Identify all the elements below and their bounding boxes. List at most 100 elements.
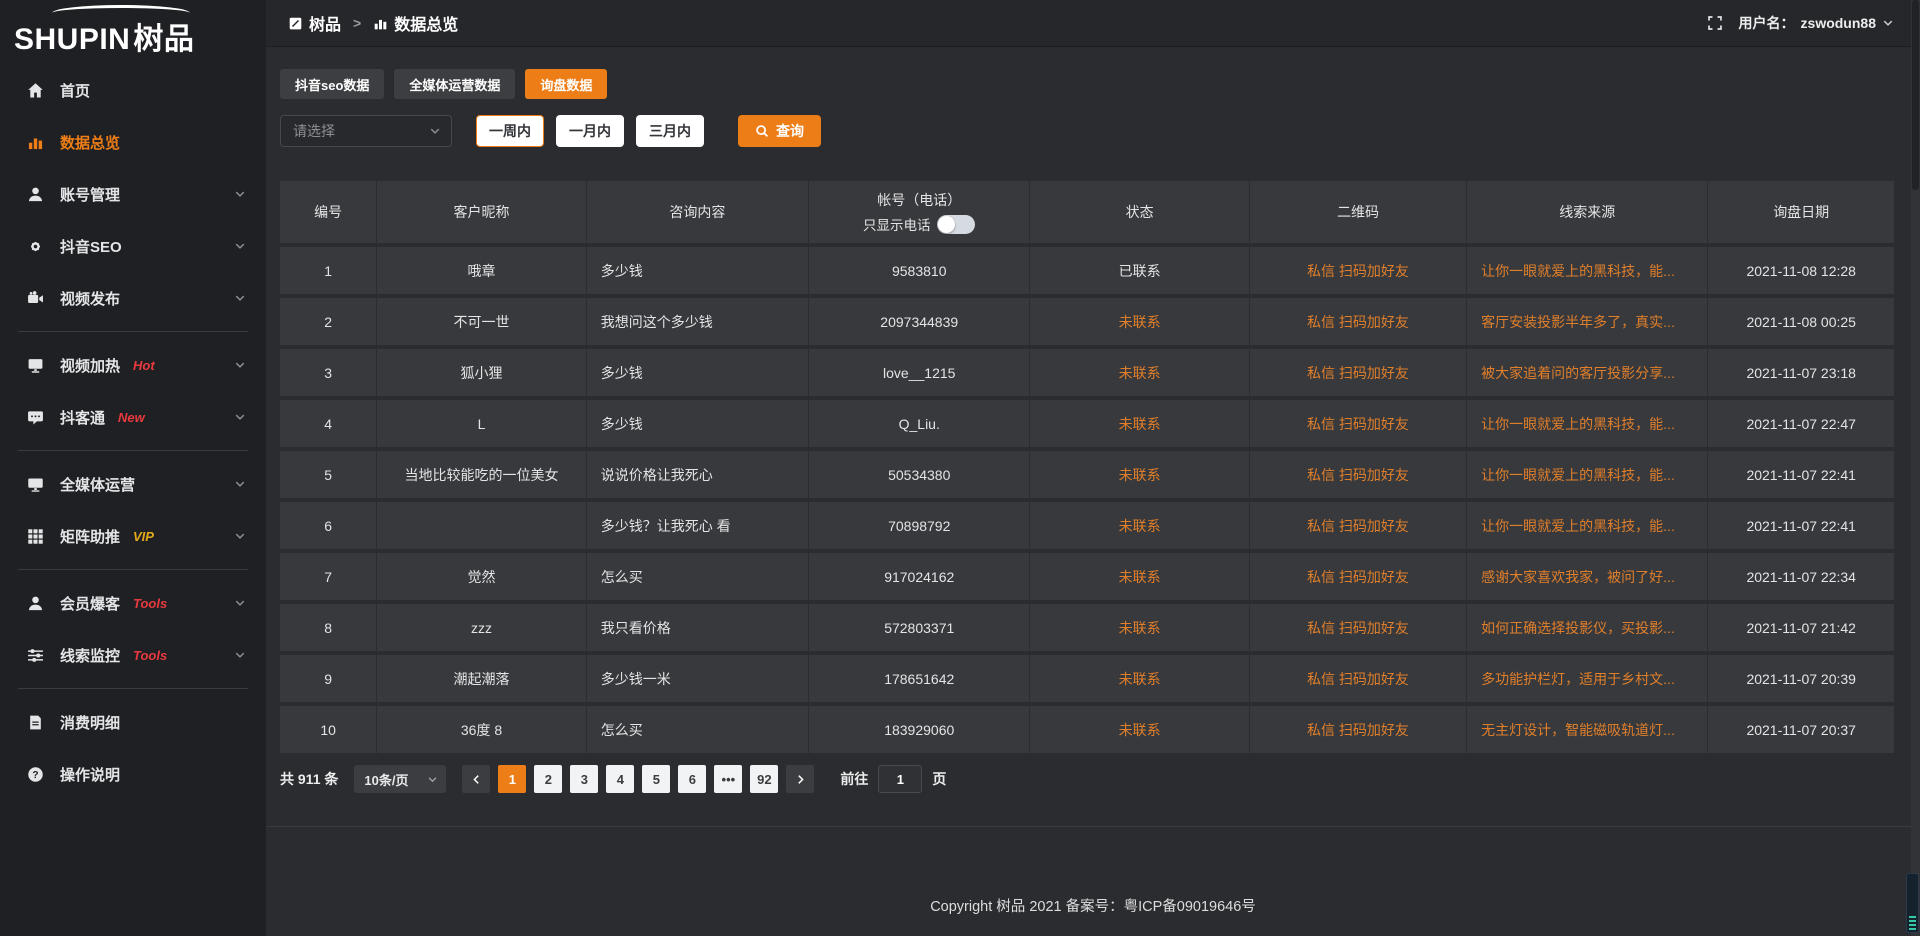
cell-content: 怎么买 [586,553,809,600]
cell-account: 917024162 [809,553,1030,600]
scrollbar-thumb[interactable] [1912,0,1919,190]
sidebar-item-label: 账号管理 [60,186,121,204]
qr-add-friend-link[interactable]: 私信 扫码加好友 [1249,553,1467,600]
grid-icon [27,527,45,545]
tab-1[interactable]: 全媒体运营数据 [394,69,516,99]
lead-source-link[interactable]: 感谢大家喜欢我家，被问了好... [1467,553,1708,600]
page-button-4[interactable]: 4 [606,765,635,793]
qr-add-friend-link[interactable]: 私信 扫码加好友 [1249,451,1467,498]
phone-only-toggle[interactable] [937,214,976,234]
qr-add-friend-link[interactable]: 私信 扫码加好友 [1249,502,1467,549]
cell-status: 未联系 [1030,298,1249,345]
range-button-1[interactable]: 一月内 [556,115,624,147]
qr-add-friend-link[interactable]: 私信 扫码加好友 [1249,604,1467,651]
receipt-icon [27,713,45,731]
lead-source-link[interactable]: 多功能护栏灯，适用于乡村文... [1467,655,1708,702]
page-buttons: 1 2 3 4 5 6 ••• 92 [462,765,815,793]
qr-add-friend-link[interactable]: 私信 扫码加好友 [1249,706,1467,753]
qr-add-friend-link[interactable]: 私信 扫码加好友 [1249,247,1467,294]
cell-nickname: 潮起潮落 [377,655,586,702]
prev-page-button[interactable] [462,765,491,793]
table-row: 5 当地比较能吃的一位美女 说说价格让我死心 50534380 未联系 私信 扫码加好友让… [280,451,1894,498]
sidebar-item-matrix-boost[interactable]: 矩阵助推 VIP [0,510,266,562]
filter-select[interactable]: 请选择 [280,115,452,147]
lead-source-link[interactable]: 让你一眼就爱上的黑科技，能... [1467,451,1708,498]
goto-suffix: 页 [932,771,947,787]
sidebar-item-account-management[interactable]: 账号管理 [0,168,266,220]
phone-toggle-label: 只显示电话 [862,218,931,233]
sidebar-divider [18,569,248,570]
sidebar-item-label: 消费明细 [60,714,121,732]
lead-source-link[interactable]: 让你一眼就爱上的黑科技，能... [1467,502,1708,549]
cell-content: 多少钱 [586,349,809,396]
sidebar-item-video-heat[interactable]: 视频加热 Hot [0,339,266,391]
query-button[interactable]: 查询 [738,115,821,147]
gear-icon [27,237,45,255]
qr-add-friend-link[interactable]: 私信 扫码加好友 [1249,298,1467,345]
goto-page-input[interactable]: 1 [878,765,923,793]
cell-index: 4 [280,400,377,447]
vertical-scrollbar[interactable] [1911,0,1920,936]
qr-add-friend-link[interactable]: 私信 扫码加好友 [1249,655,1467,702]
cell-account: 9583810 [809,247,1030,294]
lead-source-link[interactable]: 如何正确选择投影仪，买投影... [1467,604,1708,651]
sidebar-item-operation-guide[interactable]: ? 操作说明 [0,748,266,800]
cell-content: 多少钱 [586,400,809,447]
cell-account: 572803371 [809,604,1030,651]
date-range-group: 一周内 一月内 三月内 [476,115,716,147]
sidebar-item-douyin-seo[interactable]: 抖音SEO [0,220,266,272]
table-row: 3 狐小狸 多少钱 love__1215 未联系 私信 扫码加好友 被大家追着问的客厅投影分… [280,349,1894,396]
page-button-3[interactable]: 3 [570,765,599,793]
screen-icon [27,356,45,374]
bar-chart-icon [27,133,45,151]
qr-add-friend-link[interactable]: 私信 扫码加好友 [1249,349,1467,396]
cell-nickname: 觉然 [377,553,586,600]
sidebar-item-video-publish[interactable]: 视频发布 [0,272,266,324]
account-column-title: 帐号（电话） [877,192,962,208]
sidebar-item-omni-media[interactable]: 全媒体运营 [0,458,266,510]
page-button-2[interactable]: 2 [534,765,563,793]
sidebar-item-member-burst[interactable]: 会员爆客 Tools [0,577,266,629]
lead-source-link[interactable]: 无主灯设计，智能磁吸轨道灯... [1467,706,1708,753]
sidebar-item-label: 会员爆客 [60,595,121,613]
copyright-text: Copyright 树品 2021 备案号：粤ICP备09019646号 [930,899,1256,915]
lead-source-link[interactable]: 被大家追着问的客厅投影分享... [1467,349,1708,396]
cell-content: 怎么买 [586,706,809,753]
sidebar-item-data-overview[interactable]: 数据总览 [0,116,266,168]
tab-0[interactable]: 抖音seo数据 [280,69,385,99]
page-button-6[interactable]: 6 [678,765,707,793]
pagination-ellipsis[interactable]: ••• [714,765,743,793]
page-button-1[interactable]: 1 [498,765,527,793]
column-header-3: 帐号（电话） 只显示电话 [809,181,1030,243]
breadcrumb-home[interactable]: 树品 [309,17,342,34]
range-button-0[interactable]: 一周内 [476,115,544,147]
table-row: 7 觉然 怎么买 917024162 未联系 私信 扫码加好友 感谢大家喜欢我家，被问了好.… [280,553,1894,600]
tab-2[interactable]: 询盘数据 [525,69,608,99]
table-body: 1 哦章 多少钱 9583810 已联系 私信 扫码加好友 让你一眼就爱上的黑科技，能...… [280,247,1894,753]
qr-add-friend-link[interactable]: 私信 扫码加好友 [1249,400,1467,447]
next-page-button[interactable] [786,765,815,793]
range-button-2[interactable]: 三月内 [636,115,704,147]
user-menu[interactable]: 用户名： zswodun88 [1739,13,1894,33]
lead-source-link[interactable]: 让你一眼就爱上的黑科技，能... [1467,247,1708,294]
page-button-92[interactable]: 92 [750,765,779,793]
page-size-select[interactable]: 10条/页 [354,765,447,793]
chevron-down-icon [234,188,246,200]
cell-index: 10 [280,706,377,753]
sidebar-item-consume-detail[interactable]: 消费明细 [0,696,266,748]
lead-source-link[interactable]: 客厅安装投影半年多了，真实... [1467,298,1708,345]
cell-status: 未联系 [1030,400,1249,447]
sidebar-item-douketong[interactable]: 抖客通 New [0,391,266,443]
lead-source-link[interactable]: 让你一眼就爱上的黑科技，能... [1467,400,1708,447]
page-size-value: 10条/页 [364,772,409,788]
sidebar-item-lead-monitor[interactable]: 线索监控 Tools [0,629,266,681]
pagination-total: 共 911 条 [280,771,339,787]
sidebar-item-label: 首页 [60,82,91,100]
floating-widget[interactable] [1906,873,1919,933]
sidebar-item-home[interactable]: 首页 [0,64,266,116]
fullscreen-icon[interactable] [1707,15,1723,31]
sidebar-divider [18,688,248,689]
page-button-5[interactable]: 5 [642,765,671,793]
main-area: 树品 > 数据总览 用户名： zswodun88 [266,0,1920,936]
sidebar-menu: 首页数据总览账号管理抖音SEO 视频发布视频加热 Hot 抖客通 New 全媒体运营 矩阵助… [0,58,266,800]
